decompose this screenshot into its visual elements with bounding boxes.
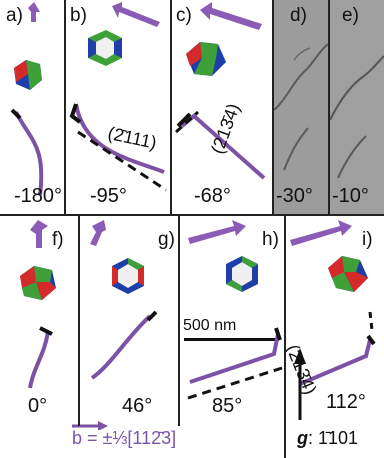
- column-divider: [78, 216, 80, 426]
- panel-h: h) 85°: [180, 216, 284, 426]
- crystal-icon: [88, 30, 122, 66]
- g-vector-arrow: [294, 348, 306, 420]
- beam-arrow-icon: [112, 2, 160, 27]
- trace-dashed-line: [174, 110, 200, 134]
- dislocation-line: [74, 103, 165, 174]
- beam-arrow-icon: [90, 220, 106, 246]
- beam-arrow-icon: [290, 220, 352, 246]
- panel-label: f): [52, 229, 64, 250]
- crystal-icon: [328, 256, 368, 292]
- panel-f-graphics: [20, 220, 56, 389]
- tilt-angle: 46°: [122, 395, 153, 417]
- crystal-icon: [112, 258, 144, 294]
- column-divider: [272, 0, 274, 214]
- tilt-angle: 112°: [326, 391, 366, 413]
- dislocation-line: [299, 339, 372, 386]
- panel-g: g) 46°: [80, 216, 178, 426]
- panel-i-graphics: [290, 220, 376, 420]
- panel-label: h): [262, 229, 279, 250]
- crystal-icon: [186, 42, 226, 76]
- panel-e: e) -10°: [330, 0, 384, 214]
- micrograph-image: [274, 0, 328, 214]
- crystal-icon: [14, 60, 42, 90]
- dislocation-line: [189, 333, 280, 384]
- burgers-vector-label: b = ±⅓[112̄3]: [72, 428, 177, 448]
- tilt-angle: -180°: [14, 185, 63, 207]
- beam-arrow-icon: [188, 220, 246, 244]
- g-value: : 1̄101: [308, 428, 359, 448]
- panel-f: f) 0°: [0, 216, 78, 426]
- panel-label: a): [6, 5, 23, 26]
- surface-trace: [69, 103, 82, 124]
- surface-trace: [366, 334, 376, 346]
- panel-label: b): [70, 5, 87, 26]
- beam-arrow-icon: [28, 2, 40, 22]
- column-divider: [328, 0, 330, 214]
- dislocation-line: [90, 314, 152, 380]
- panel-a: a) -180°: [0, 0, 64, 214]
- column-divider: [178, 216, 180, 426]
- column-divider: [170, 0, 172, 214]
- panel-label: i): [362, 229, 373, 250]
- panel-b-graphics: [69, 2, 167, 192]
- surface-trace: [274, 327, 282, 341]
- dislocation-line: [14, 111, 44, 196]
- panel-label: g): [158, 229, 175, 250]
- crystal-icon: [20, 266, 56, 300]
- panel-d: d) -30°: [274, 0, 328, 214]
- burgers-vector-arrow: [72, 421, 108, 430]
- column-divider: [64, 0, 66, 214]
- trace-dashed-line: [187, 366, 283, 400]
- beam-arrow-icon: [30, 220, 48, 248]
- tilt-angle: -68°: [194, 185, 231, 207]
- scale-bar: [184, 338, 278, 341]
- tilt-angle: -10°: [332, 185, 369, 207]
- tilt-angle: 0°: [28, 395, 48, 417]
- tilt-angle: -30°: [276, 185, 313, 207]
- crystal-icon: [226, 256, 258, 292]
- panel-c-graphics: [174, 2, 266, 180]
- trace-dashed-line: [368, 311, 374, 331]
- panel-a-graphics: [10, 2, 44, 196]
- trace-dashed-line: [77, 130, 167, 192]
- g-symbol: g: [297, 428, 308, 448]
- panel-label: d): [290, 5, 307, 26]
- dislocation-line: [28, 331, 50, 389]
- row-divider: [0, 214, 384, 216]
- beam-arrow-icon: [200, 2, 262, 30]
- tilt-angle: -95°: [90, 185, 127, 207]
- tilt-angle: 85°: [212, 395, 243, 417]
- column-divider: [284, 216, 286, 458]
- scale-bar-label: 500 nm: [183, 317, 237, 334]
- micrograph-image: [330, 0, 384, 214]
- panel-h-graphics: [184, 220, 283, 400]
- panel-c: c) (213̄4) -68°: [172, 0, 272, 214]
- panel-b: b) (2̄111) -95°: [66, 0, 170, 214]
- surface-trace: [176, 112, 192, 128]
- g-vector-label: g: 1̄101: [297, 428, 358, 448]
- surface-trace: [10, 108, 22, 120]
- panel-g-graphics: [90, 220, 158, 380]
- panel-i: i) (213̄4) 112°: [286, 216, 384, 426]
- surface-trace: [146, 310, 158, 322]
- panel-label: c): [176, 5, 192, 26]
- panel-label: e): [342, 5, 359, 26]
- surface-trace: [39, 326, 53, 336]
